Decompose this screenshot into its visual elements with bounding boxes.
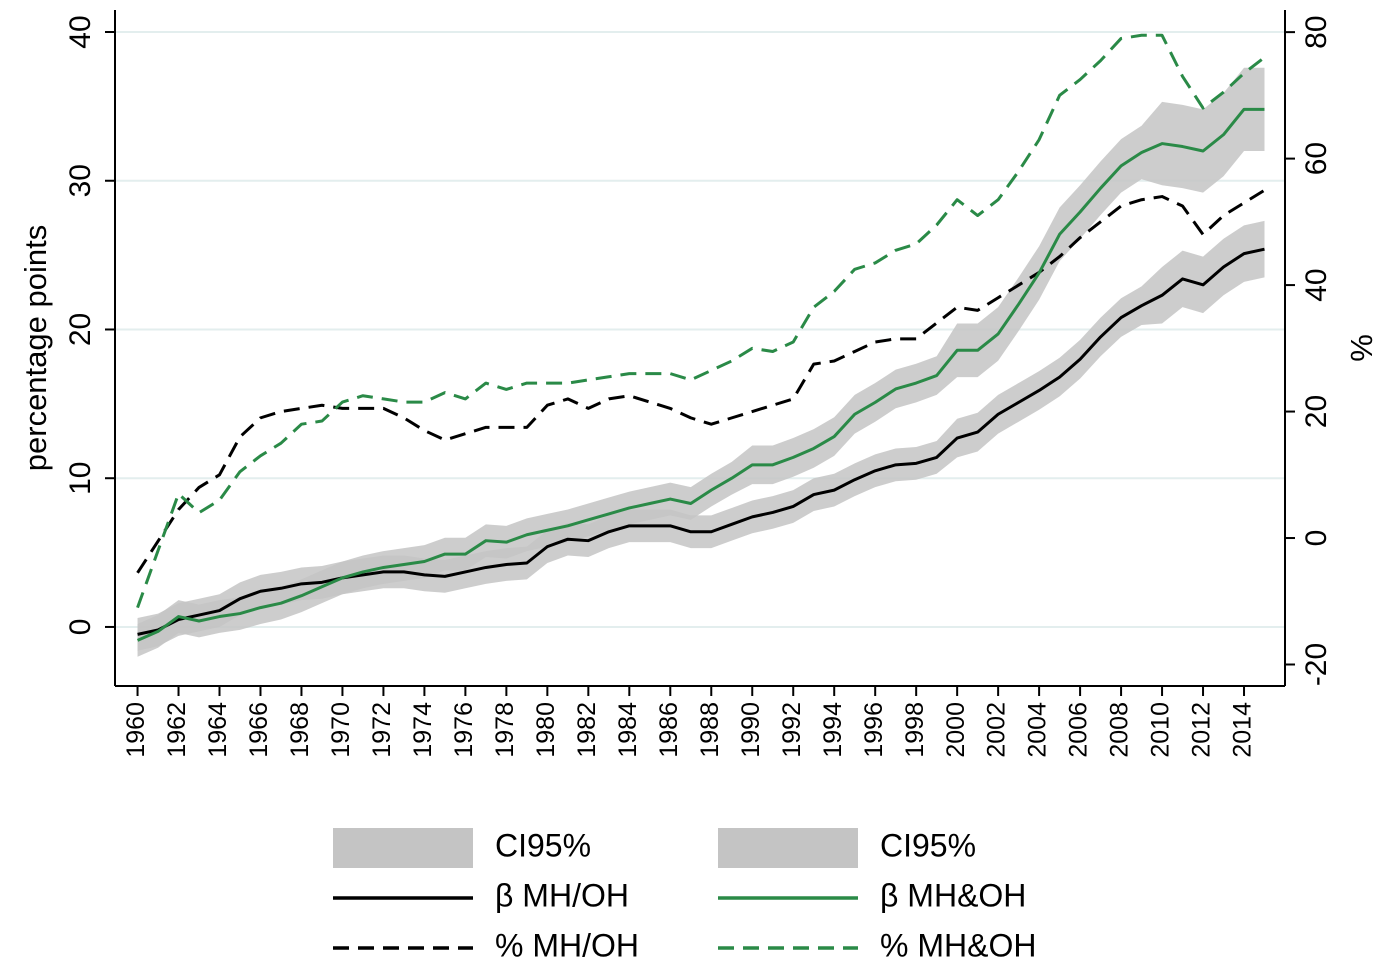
- x-tick-label: 1992: [778, 702, 806, 758]
- y2-axis-label: %: [1344, 334, 1379, 362]
- x-tick-label: 2002: [983, 702, 1011, 758]
- x-tick-label: 1980: [532, 702, 560, 758]
- x-tick-label: 1982: [573, 702, 601, 758]
- x-tick-label: 2012: [1188, 702, 1216, 758]
- x-tick-label: 2008: [1106, 702, 1134, 758]
- y-tick-label: 30: [64, 164, 97, 197]
- x-tick-label: 1996: [860, 702, 888, 758]
- x-tick-label: 1964: [204, 702, 232, 758]
- y2-tick-label: 40: [1300, 268, 1333, 301]
- x-tick-label: 1970: [327, 702, 355, 758]
- x-tick-label: 2004: [1024, 702, 1052, 758]
- x-tick-label: 1976: [450, 702, 478, 758]
- x-tick-label: 1984: [614, 702, 642, 758]
- y-tick-label: 40: [64, 15, 97, 48]
- x-tick-label: 1972: [368, 702, 396, 758]
- y2-tick-label: -20: [1300, 643, 1333, 686]
- y2-tick-label: 0: [1300, 530, 1333, 547]
- legend-label: % MH&OH: [880, 927, 1036, 963]
- legend-label: % MH/OH: [495, 927, 639, 963]
- y-tick-label: 20: [64, 313, 97, 346]
- y-tick-label: 10: [64, 462, 97, 495]
- y2-tick-label: 20: [1300, 395, 1333, 428]
- line: [137, 247, 1265, 636]
- y-axis-label: percentage points: [18, 225, 53, 471]
- x-tick-label: 1968: [286, 702, 314, 758]
- bands: [137, 67, 1265, 657]
- legend-label: CI95%: [880, 827, 976, 863]
- x-tick-label: 1990: [737, 702, 765, 758]
- legend-label: CI95%: [495, 827, 591, 863]
- ci-band: [137, 67, 1265, 657]
- line: [136, 107, 1265, 642]
- legend-swatch: [718, 828, 858, 868]
- x-tick-label: 2014: [1229, 702, 1257, 758]
- x-tick-label: 1988: [696, 702, 724, 758]
- y2-tick-label: 80: [1300, 15, 1333, 48]
- x-tick-label: 1986: [655, 702, 683, 758]
- x-tick-label: 1966: [245, 702, 273, 758]
- x-tick-label: 1978: [491, 702, 519, 758]
- x-tick-label: 2006: [1065, 702, 1093, 758]
- y-tick-label: 0: [64, 619, 97, 636]
- x-tick-label: 1994: [819, 702, 847, 758]
- line: [136, 33, 1266, 609]
- x-tick-label: 2010: [1147, 702, 1175, 758]
- x-tick-label: 1962: [163, 702, 191, 758]
- legend-swatch: [333, 828, 473, 868]
- legend-label: β MH/OH: [495, 877, 629, 913]
- x-tick-label: 1960: [122, 702, 150, 758]
- legend-label: β MH&OH: [880, 877, 1026, 913]
- x-tick-label: 2000: [942, 702, 970, 758]
- x-tick-label: 1974: [409, 702, 437, 758]
- x-tick-label: 1998: [901, 702, 929, 758]
- line: [136, 188, 1266, 574]
- y2-tick-label: 60: [1300, 142, 1333, 175]
